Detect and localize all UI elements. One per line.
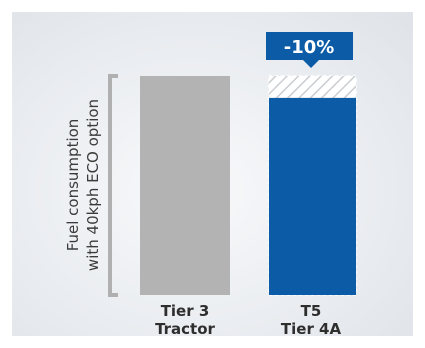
category-label-t5-line-2: Tier 4A xyxy=(281,320,342,338)
category-label-tier3-line-1: Tier 3 xyxy=(161,302,210,320)
category-label-tier3-line-2: Tractor xyxy=(155,320,215,338)
savings-hatch xyxy=(269,76,356,98)
y-axis-title-line-1: Fuel consumption xyxy=(64,119,82,252)
category-label-t5-line-1: T5 xyxy=(301,302,322,320)
bar-t5-tier4a xyxy=(269,97,356,296)
savings-callout-label: -10% xyxy=(284,37,335,58)
y-axis-title-line-2: with 40kph ECO option xyxy=(84,99,102,271)
bar-tier3-tractor xyxy=(140,76,230,295)
savings-callout: -10% xyxy=(266,32,353,68)
y-axis-bracket xyxy=(108,74,118,297)
